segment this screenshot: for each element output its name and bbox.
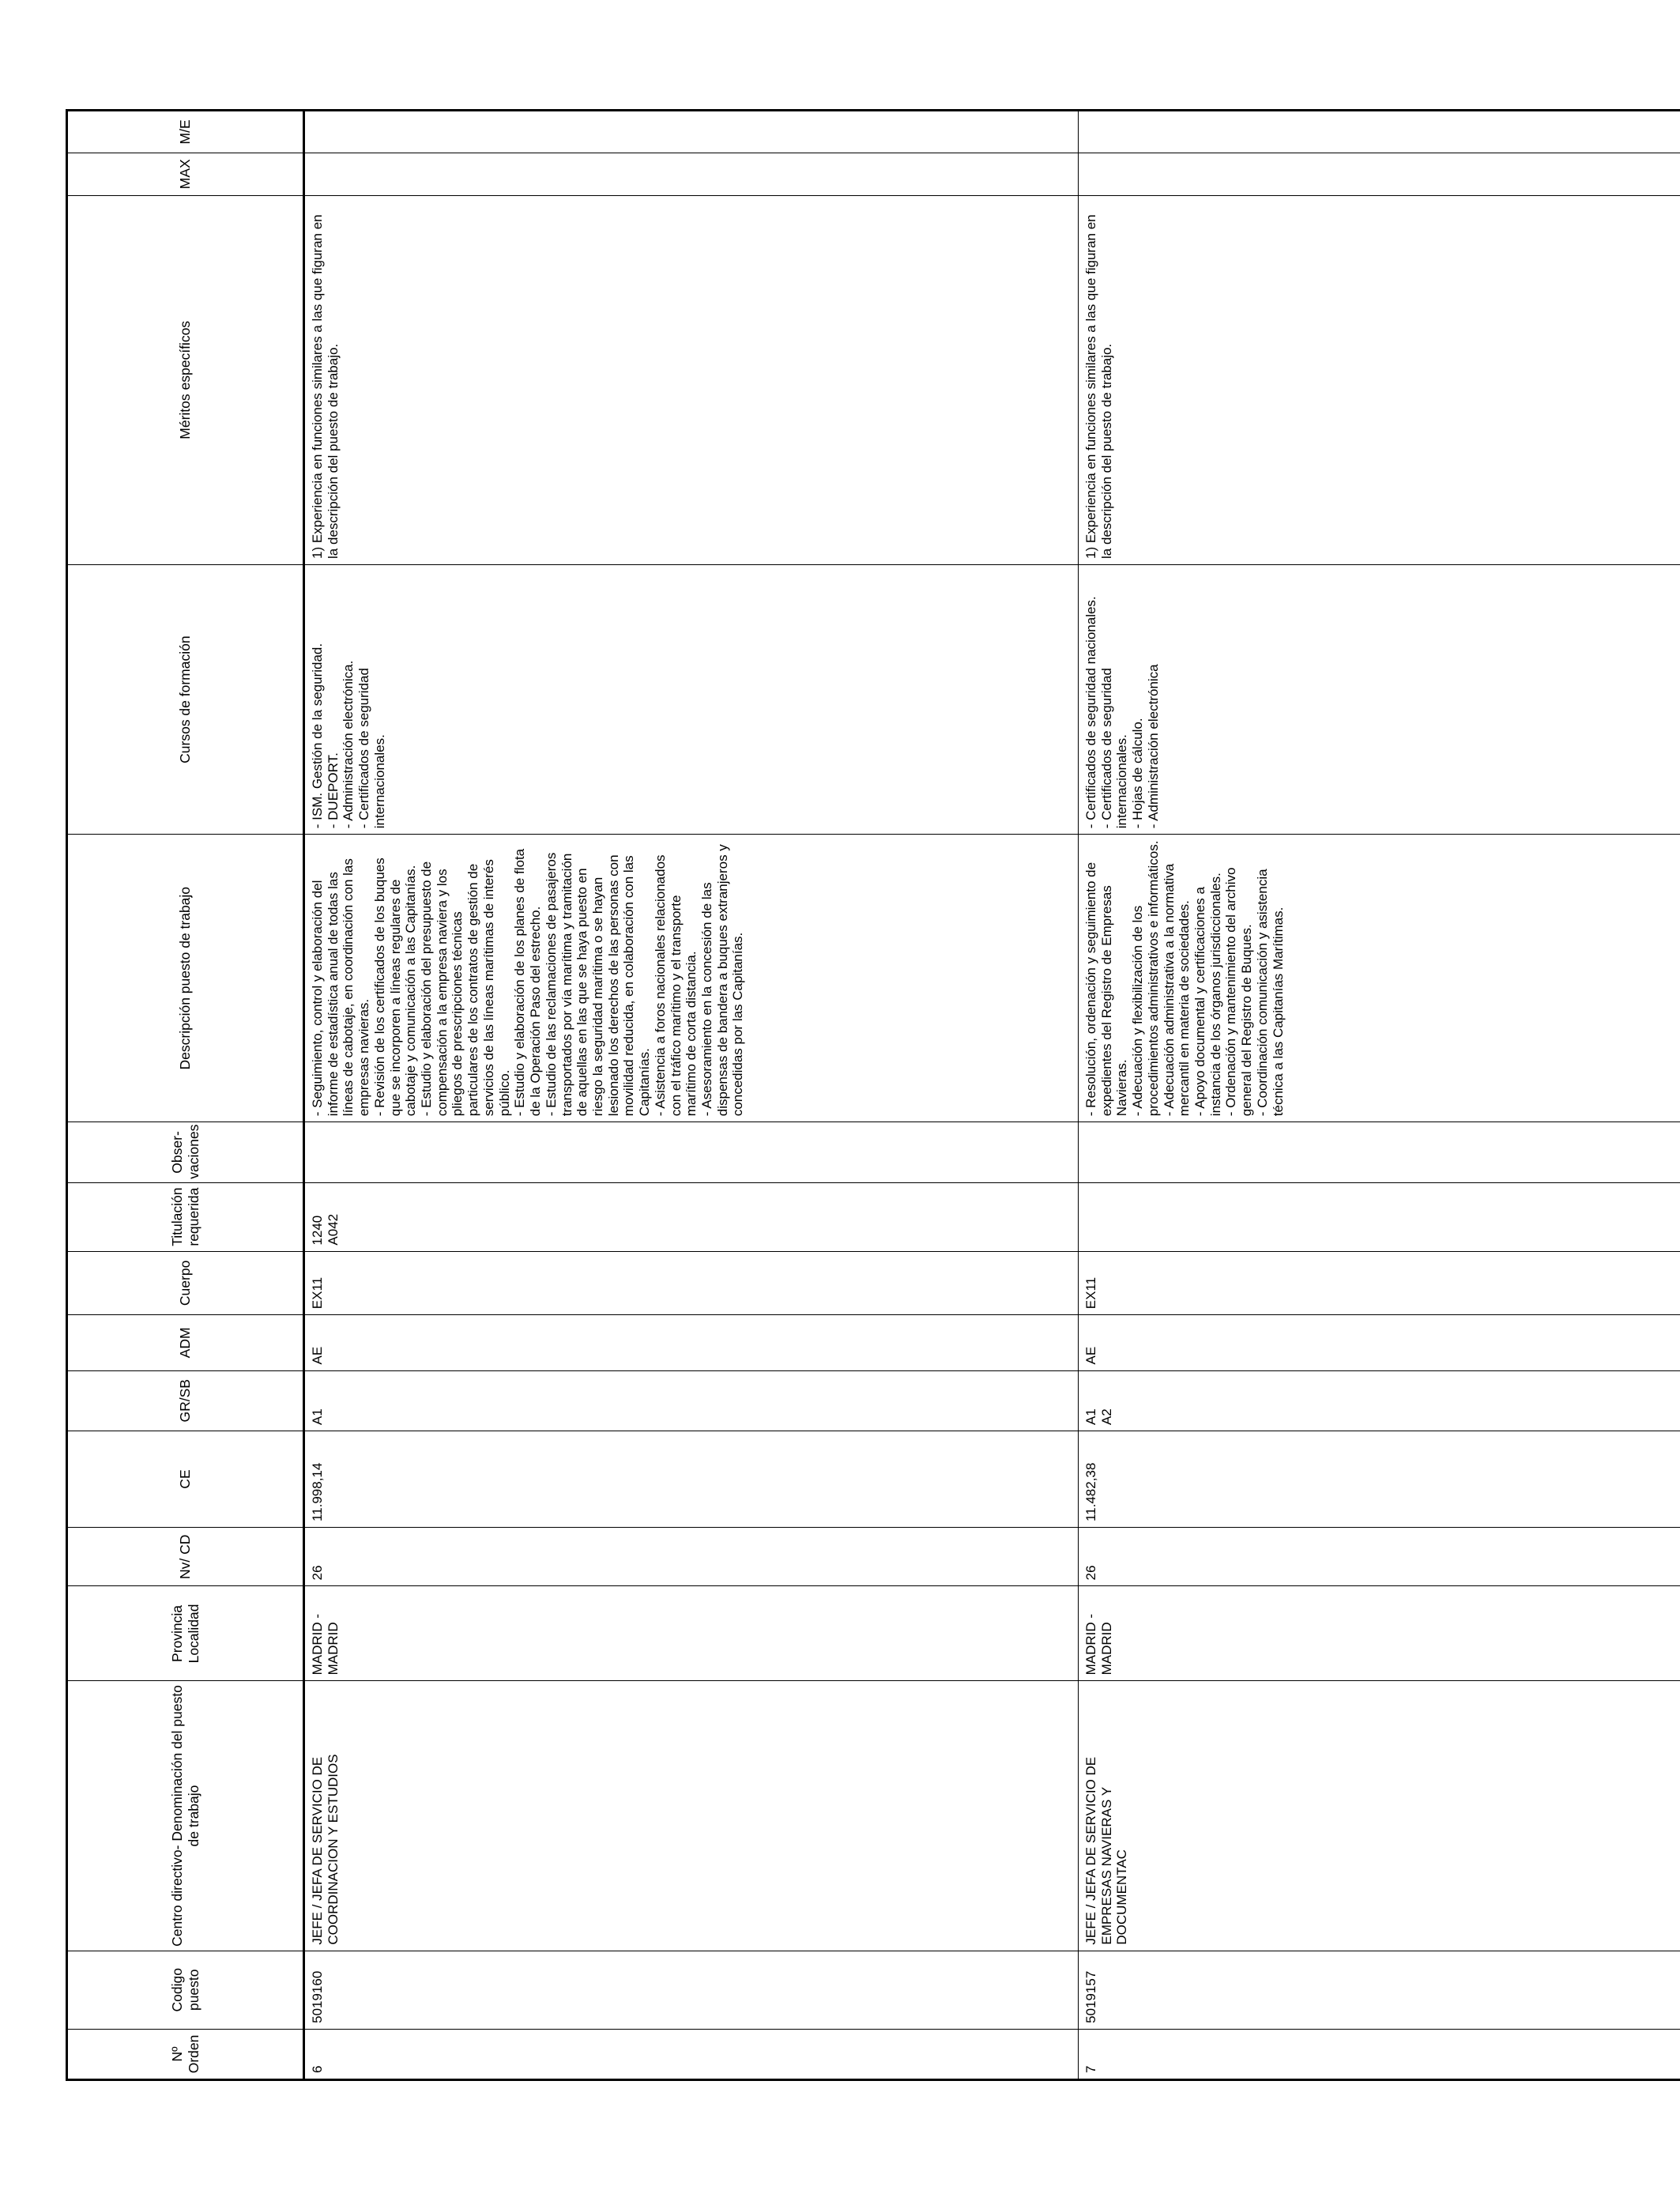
cell-max xyxy=(1078,153,1680,196)
col-header-orden: Nº Orden xyxy=(66,2029,304,2080)
table-header: Nº Orden Codigo puesto Centro directivo-… xyxy=(66,110,304,2080)
cell-codigo: 5019160 xyxy=(303,1951,1079,2030)
col-header-centro: Centro directivo- Denominación del puest… xyxy=(66,1680,304,1951)
col-header-me: M/E xyxy=(66,110,304,153)
cell-provincia: MADRID - MADRID xyxy=(1078,1585,1680,1681)
col-header-observaciones: Obser- vaciones xyxy=(66,1122,304,1183)
cell-cursos: - Certificados de seguridad nacionales. … xyxy=(1078,564,1680,835)
cell-meritos: 1) Experiencia en funciones similares a … xyxy=(303,195,1079,565)
col-header-cursos: Cursos de formación xyxy=(66,564,304,835)
col-header-adm: ADM xyxy=(66,1314,304,1371)
cell-centro: JEFE / JEFA DE SERVICIO DE COORDINACION … xyxy=(303,1680,1079,1951)
cell-adm: AE xyxy=(1078,1314,1680,1371)
col-header-cuerpo: Cuerpo xyxy=(66,1251,304,1315)
cell-nivel: 26 xyxy=(303,1527,1079,1586)
col-header-codigo: Codigo puesto xyxy=(66,1951,304,2030)
cell-cuerpo: EX11 xyxy=(303,1251,1079,1315)
cell-titulacion: 1240 A042 xyxy=(303,1182,1079,1252)
table-row: 6 5019160 JEFE / JEFA DE SERVICIO DE COO… xyxy=(303,110,1079,2080)
cell-orden: 7 xyxy=(1078,2029,1680,2080)
col-header-titulacion: Titulación requerida xyxy=(66,1182,304,1252)
document-sheet: Nº Orden Codigo puesto Centro directivo-… xyxy=(66,109,1680,2081)
cell-cuerpo: EX11 xyxy=(1078,1251,1680,1315)
cell-observaciones xyxy=(303,1122,1079,1183)
col-header-max: MAX xyxy=(66,153,304,196)
cell-meritos: 1) Experiencia en funciones similares a … xyxy=(1078,195,1680,565)
cell-descripcion: - Resolución, ordenación y seguimiento d… xyxy=(1078,834,1680,1122)
job-positions-table: Nº Orden Codigo puesto Centro directivo-… xyxy=(66,109,1680,2081)
cell-centro: JEFE / JEFA DE SERVICIO DE EMPRESAS NAVI… xyxy=(1078,1680,1680,1951)
col-header-descripcion: Descripción puesto de trabajo xyxy=(66,834,304,1122)
cell-codigo: 5019157 xyxy=(1078,1951,1680,2030)
table-row: 7 5019157 JEFE / JEFA DE SERVICIO DE EMP… xyxy=(1078,110,1680,2080)
cell-max xyxy=(303,153,1079,196)
header-row: Nº Orden Codigo puesto Centro directivo-… xyxy=(66,110,304,2080)
cell-descripcion: - Seguimiento, control y elaboración del… xyxy=(303,834,1079,1122)
cell-nivel: 26 xyxy=(1078,1527,1680,1586)
cell-provincia: MADRID - MADRID xyxy=(303,1585,1079,1681)
col-header-meritos: Méritos específicos xyxy=(66,195,304,565)
cell-ce: 11.998,14 xyxy=(303,1431,1079,1528)
cell-grsb: A1 A2 xyxy=(1078,1370,1680,1431)
cell-observaciones xyxy=(1078,1122,1680,1183)
col-header-grsb: GR/SB xyxy=(66,1370,304,1431)
table-body: 6 5019160 JEFE / JEFA DE SERVICIO DE COO… xyxy=(303,110,1680,2080)
cell-titulacion xyxy=(1078,1182,1680,1252)
cell-ce: 11.482,38 xyxy=(1078,1431,1680,1528)
col-header-provincia: Provincia Localidad xyxy=(66,1585,304,1681)
cell-adm: AE xyxy=(303,1314,1079,1371)
cell-grsb: A1 xyxy=(303,1370,1079,1431)
cell-cursos: - ISM. Gestión de la seguridad. - DUEPOR… xyxy=(303,564,1079,835)
cell-me xyxy=(303,110,1079,153)
col-header-ce: CE xyxy=(66,1431,304,1528)
col-header-nivel: Nv/ CD xyxy=(66,1527,304,1586)
cell-orden: 6 xyxy=(303,2029,1079,2080)
cell-me xyxy=(1078,110,1680,153)
